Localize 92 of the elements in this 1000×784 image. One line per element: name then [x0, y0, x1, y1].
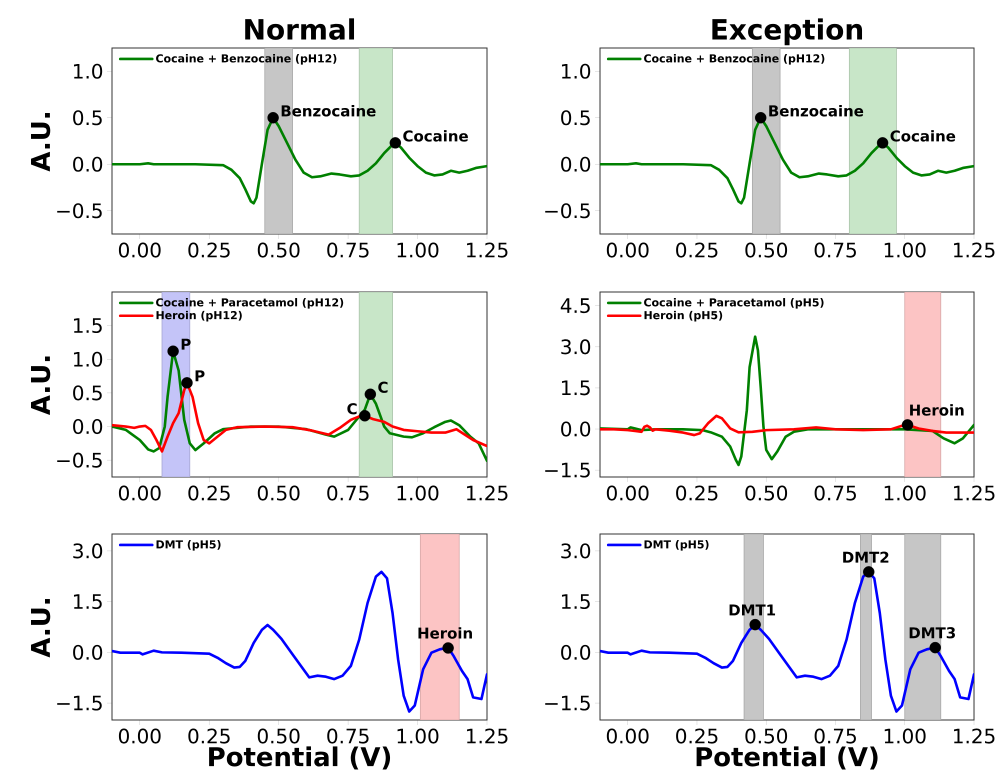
y-tick-label: 0.5: [73, 110, 102, 126]
y-tick-label: −0.5: [57, 452, 102, 468]
y-tick-label: 0.0: [73, 419, 102, 434]
x-tick-label: 0.75: [814, 242, 856, 258]
y-tick-label: −1.5: [57, 696, 102, 710]
x-tick-label: 0.50: [258, 728, 300, 744]
y-tick-label: 0.0: [73, 156, 102, 172]
x-tick-label: 0.00: [606, 728, 649, 744]
legend-label: Cocaine + Paracetamol (pH12): [156, 298, 344, 309]
y-tick-label: 1.5: [562, 380, 590, 396]
annotation: C: [347, 403, 357, 414]
x-tick-label: 1.25: [954, 728, 994, 744]
x-tick-label: 1.00: [398, 728, 438, 744]
x-tick-label: 1.25: [467, 242, 508, 258]
x-tick-label: 0.25: [188, 242, 230, 258]
y-tick-label: 0.5: [561, 110, 590, 126]
y-tick-label: 3.0: [561, 339, 590, 354]
x-tick-label: 0.75: [327, 242, 369, 258]
legend-label: Cocaine + Benzocaine (pH12): [156, 54, 336, 65]
y-tick-label: 3.0: [73, 543, 102, 558]
chart-title: Exception: [712, 18, 862, 46]
x-tick-label: 0.00: [118, 242, 161, 258]
legend-label: DMT (pH5): [644, 540, 709, 551]
y-tick-label: 1.0: [74, 64, 102, 79]
x-tick-label: 0.00: [118, 486, 161, 501]
line-series: [600, 414, 974, 436]
annotation: P: [196, 370, 205, 382]
chart-title: Normal: [245, 18, 354, 40]
legend-label: Cocaine + Benzocaine (pH12): [644, 54, 824, 65]
y-tick-label: 1.0: [562, 64, 590, 79]
y-tick-label: 1.5: [74, 318, 102, 334]
annotation: Heroin: [418, 627, 472, 639]
annotation: Cocaine: [403, 130, 468, 142]
annotation: DMT2: [843, 552, 888, 563]
x-tick-label: 1.00: [398, 242, 438, 258]
y-tick-label: −0.5: [545, 203, 590, 218]
annotation: C: [378, 382, 388, 393]
annotation: DMT3: [910, 627, 955, 638]
x-tick-label: 0.00: [118, 728, 161, 744]
y-tick-label: −0.5: [57, 203, 102, 218]
legend-label: DMT (pH5): [156, 540, 221, 551]
line-series: [112, 570, 488, 713]
x-axis-title: Potential (V): [209, 746, 390, 770]
x-tick-label: 0.00: [606, 486, 649, 501]
x-tick-label: 0.50: [745, 728, 788, 744]
x-tick-label: 1.00: [884, 728, 926, 744]
y-tick-label: 0.5: [73, 385, 102, 400]
y-tick-label: 3.0: [561, 543, 590, 558]
annotation: DMT1: [730, 604, 776, 616]
y-tick-label: −1.5: [545, 462, 590, 478]
y-tick-label: 0.0: [561, 644, 590, 660]
x-tick-label: 1.00: [398, 486, 438, 501]
y-axis-title: A.U.: [31, 113, 50, 172]
legend-label: Cocaine + Paracetamol (pH5): [644, 298, 824, 309]
y-axis-title: A.U.: [31, 356, 50, 415]
legend-label: Heroin (pH12): [156, 310, 242, 322]
x-tick-label: 0.50: [258, 242, 300, 258]
x-tick-label: 1.25: [954, 242, 994, 258]
x-tick-label: 0.25: [188, 728, 230, 744]
x-tick-label: 1.25: [954, 486, 994, 501]
x-tick-label: 1.00: [884, 242, 926, 258]
annotation: Heroin: [910, 404, 964, 416]
x-tick-label: 0.75: [327, 728, 369, 744]
x-tick-label: 0.25: [676, 486, 718, 501]
y-tick-label: 1.0: [74, 352, 102, 367]
x-tick-label: 0.25: [676, 728, 718, 744]
annotation: P: [182, 338, 191, 350]
x-tick-label: 1.25: [467, 486, 508, 501]
y-tick-label: 4.5: [560, 298, 590, 314]
y-tick-label: 1.5: [562, 594, 590, 610]
x-tick-label: 0.00: [606, 242, 649, 258]
x-tick-label: 1.00: [884, 486, 926, 501]
annotation: Benzocaine: [769, 104, 864, 117]
annotation: Benzocaine: [282, 104, 376, 117]
x-tick-label: 0.75: [814, 486, 856, 501]
y-tick-label: 0.0: [73, 644, 102, 660]
y-tick-label: 0.0: [561, 156, 590, 172]
y-tick-label: 1.5: [74, 594, 102, 610]
x-tick-label: 0.50: [745, 486, 788, 501]
x-tick-label: 0.25: [676, 242, 718, 258]
x-tick-label: 0.75: [327, 486, 369, 501]
y-tick-label: 0.0: [561, 422, 590, 437]
y-tick-label: −1.5: [545, 696, 590, 710]
annotation: Cocaine: [890, 130, 956, 142]
x-tick-label: 0.25: [188, 486, 230, 501]
x-tick-label: 0.50: [258, 486, 300, 501]
x-tick-label: 0.50: [745, 242, 788, 258]
x-axis-title: Potential (V): [696, 746, 878, 770]
x-tick-label: 1.25: [467, 728, 508, 744]
x-tick-label: 0.75: [814, 728, 856, 744]
legend-label: Heroin (pH5): [644, 310, 722, 322]
y-axis-title: A.U.: [31, 599, 50, 658]
